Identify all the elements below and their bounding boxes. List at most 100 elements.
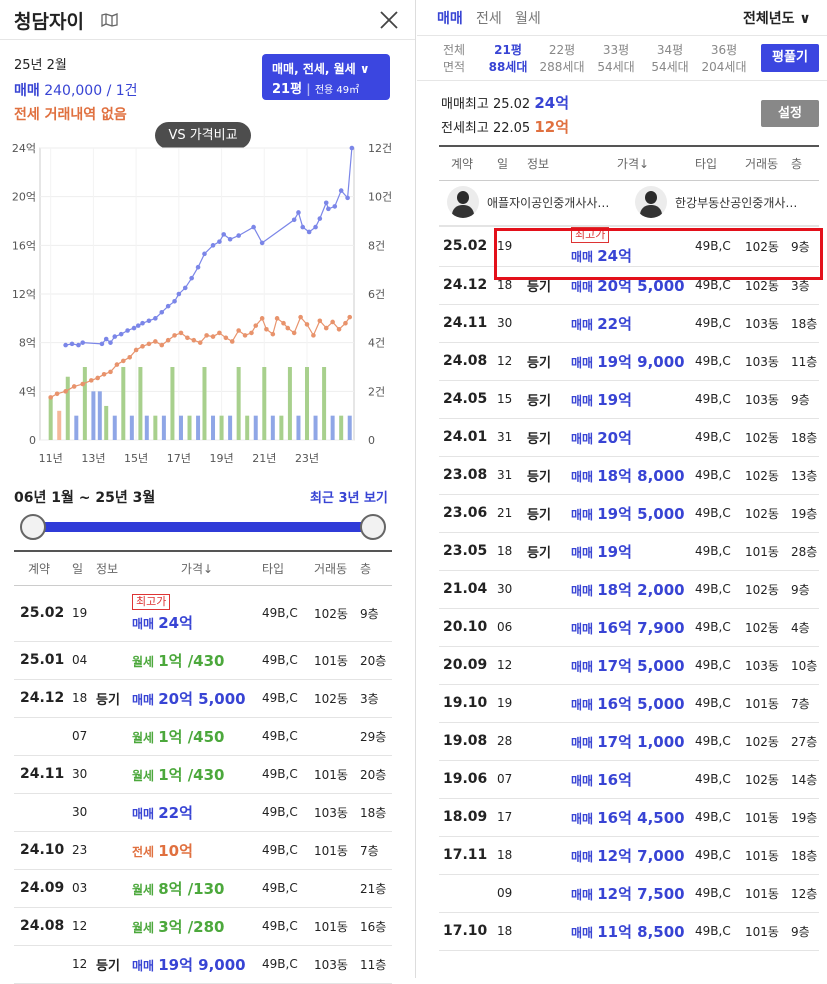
col-price[interactable]: 가격↓: [571, 145, 695, 181]
date-range-slider[interactable]: [20, 514, 386, 540]
volume-bar: [104, 405, 109, 440]
col-dong[interactable]: 거래동: [745, 145, 791, 181]
compare-price-button[interactable]: VS 가격비교: [155, 122, 251, 149]
row-contract: 24.08: [14, 907, 72, 946]
col-dong[interactable]: 거래동: [314, 550, 360, 586]
pyeong-tab[interactable]: 33평 54세대: [593, 42, 639, 76]
table-row[interactable]: 24.12 18 등기 매매 20억 5,000 49B,C 102동 3층: [439, 266, 819, 305]
year-select[interactable]: 전체년도 ∨: [743, 8, 811, 28]
table-row[interactable]: 19.06 07 매매 16억 49B,C 102동 14층: [439, 760, 819, 799]
recent-3years-link[interactable]: 최근 3년 보기: [310, 491, 388, 506]
tab-sale[interactable]: 매매: [437, 11, 463, 27]
table-row[interactable]: 24.08 12 등기 매매 19억 9,000 49B,C 103동 11층: [439, 342, 819, 381]
row-contract: 20.09: [439, 646, 497, 685]
pyeong-tab-units: 288세대: [539, 60, 585, 74]
max-price-badge: 최고가: [132, 593, 171, 610]
table-row[interactable]: 24.01 31 등기 매매 20억 49B,C 102동 18층: [439, 418, 819, 457]
deal-price: 16억: [597, 770, 632, 789]
table-row[interactable]: 20.10 06 매매 16억 7,900 49B,C 102동 4층: [439, 608, 819, 647]
row-info: [527, 608, 571, 647]
row-price: 월세 1억 /450: [132, 717, 262, 756]
tab-jeonse[interactable]: 전세: [476, 11, 502, 27]
year-select-value: 전체년도: [743, 11, 795, 27]
table-row[interactable]: 24.09 03 월세 8억 /130 49B,C 21층: [14, 869, 392, 908]
table-row[interactable]: 24.11 30 매매 22억 49B,C 103동 18층: [439, 304, 819, 343]
max-sale-date: 25.02: [492, 97, 531, 112]
table-row[interactable]: 09 매매 12억 7,500 49B,C 101동 12층: [439, 874, 819, 913]
tab-wolse[interactable]: 월세: [515, 11, 541, 27]
type-selector[interactable]: 매매, 전세, 월세 ∨ 21평 | 전용 49㎡: [262, 54, 390, 100]
table-header-row: 계약 일 정보 가격↓ 타입 거래동 층: [14, 550, 392, 586]
table-row[interactable]: 23.08 31 등기 매매 18억 8,000 49B,C 102동 13층: [439, 456, 819, 495]
deal-type: 월세: [132, 882, 155, 897]
table-row[interactable]: 23.06 21 등기 매매 19억 5,000 49B,C 102동 19층: [439, 494, 819, 533]
row-dong: 102동: [745, 608, 791, 647]
map-icon[interactable]: [101, 13, 118, 27]
pyeong-tab[interactable]: 전체 면적: [431, 42, 477, 76]
agent-item[interactable]: 애플자이공인중개사사…: [447, 186, 609, 218]
slider-end-handle[interactable]: [360, 514, 386, 540]
series-point: [101, 372, 107, 377]
table-row[interactable]: 25.01 04 월세 1억 /430 49B,C 101동 20층: [14, 641, 392, 680]
table-row[interactable]: 24.11 30 월세 1억 /430 49B,C 101동 20층: [14, 755, 392, 794]
row-dong: 102동: [745, 722, 791, 761]
table-row[interactable]: 25.02 19 최고가 매매 24억 49B,C 102동 9층: [439, 226, 819, 267]
table-row[interactable]: 24.05 15 등기 매매 19억 49B,C 103동 9층: [439, 380, 819, 419]
row-info: [527, 646, 571, 685]
deal-type: 매매: [571, 849, 594, 864]
col-info[interactable]: 정보: [527, 145, 571, 181]
col-type[interactable]: 타입: [695, 145, 745, 181]
table-row[interactable]: 24.10 23 전세 10억 49B,C 101동 7층: [14, 831, 392, 870]
col-contract[interactable]: 계약: [14, 550, 72, 586]
series-point: [236, 328, 241, 333]
table-row[interactable]: 30 매매 22억 49B,C 103동 18층: [14, 793, 392, 832]
table-row[interactable]: 17.11 18 매매 12억 7,000 49B,C 101동 18층: [439, 836, 819, 875]
date-range-label: 06년 1월 ~ 25년 3월: [14, 490, 156, 506]
table-row[interactable]: 24.12 18 등기 매매 20억 5,000 49B,C 102동 3층: [14, 679, 392, 718]
pyeong-tab[interactable]: 36평 204세대: [701, 42, 747, 76]
col-type[interactable]: 타입: [262, 550, 314, 586]
agent-item[interactable]: 한강부동산공인중개사…: [635, 186, 797, 218]
volume-bar: [330, 415, 335, 440]
table-row[interactable]: 19.10 19 매매 16억 5,000 49B,C 101동 7층: [439, 684, 819, 723]
close-icon[interactable]: [378, 9, 400, 31]
table-row[interactable]: 21.04 30 매매 18억 2,000 49B,C 102동 9층: [439, 570, 819, 609]
table-row[interactable]: 19.08 28 매매 17억 1,000 49B,C 102동 27층: [439, 722, 819, 761]
col-day[interactable]: 일: [72, 550, 96, 586]
deal-price: 12억 7,000: [597, 846, 685, 865]
col-info[interactable]: 정보: [96, 550, 132, 586]
series-point: [291, 217, 297, 223]
series-point: [135, 323, 141, 328]
table-row[interactable]: 07 월세 1억 /450 49B,C 29층: [14, 717, 392, 756]
table-row[interactable]: 25.02 19 최고가 매매 24억 49B,C 102동 9층: [14, 585, 392, 642]
slider-start-handle[interactable]: [20, 514, 46, 540]
x-tick: 19년: [210, 452, 234, 465]
table-row[interactable]: 20.09 12 매매 17억 5,000 49B,C 103동 10층: [439, 646, 819, 685]
row-dong: 102동: [745, 266, 791, 305]
volume-bar: [262, 367, 267, 440]
series-point: [182, 285, 188, 291]
col-floor[interactable]: 층: [360, 550, 392, 586]
pyeong-tab[interactable]: 21평 88세대: [485, 42, 531, 76]
row-contract: 20.10: [439, 608, 497, 647]
settings-button[interactable]: 설정: [761, 100, 819, 127]
col-contract[interactable]: 계약: [439, 145, 497, 181]
col-day[interactable]: 일: [497, 145, 527, 181]
expand-pyeong-button[interactable]: 평풀기: [761, 44, 819, 72]
table-row[interactable]: 12 등기 매매 19억 9,000 49B,C 103동 11층: [14, 945, 392, 984]
row-info: [96, 907, 132, 946]
right-transaction-table: 계약 일 정보 가격↓ 타입 거래동 층 25.02 19 최고가 매매 24억 49B…: [439, 145, 819, 951]
col-price[interactable]: 가격↓: [132, 550, 262, 586]
table-row[interactable]: 23.05 18 등기 매매 19억 49B,C 101동 28층: [439, 532, 819, 571]
deal-type: 매매: [571, 583, 594, 598]
table-row[interactable]: 17.10 18 매매 11억 8,500 49B,C 101동 9층: [439, 912, 819, 951]
pyeong-tab[interactable]: 22평 288세대: [539, 42, 585, 76]
deal-type: 매매: [571, 249, 594, 264]
deal-type: 매매: [132, 616, 155, 631]
max-jeonse-value: 12억: [534, 118, 570, 136]
table-row[interactable]: 18.09 17 매매 16억 4,500 49B,C 101동 19층: [439, 798, 819, 837]
row-price: 월세 3억 /280: [132, 907, 262, 946]
pyeong-tab[interactable]: 34평 54세대: [647, 42, 693, 76]
col-floor[interactable]: 층: [791, 145, 819, 181]
table-row[interactable]: 24.08 12 월세 3억 /280 49B,C 101동 16층: [14, 907, 392, 946]
